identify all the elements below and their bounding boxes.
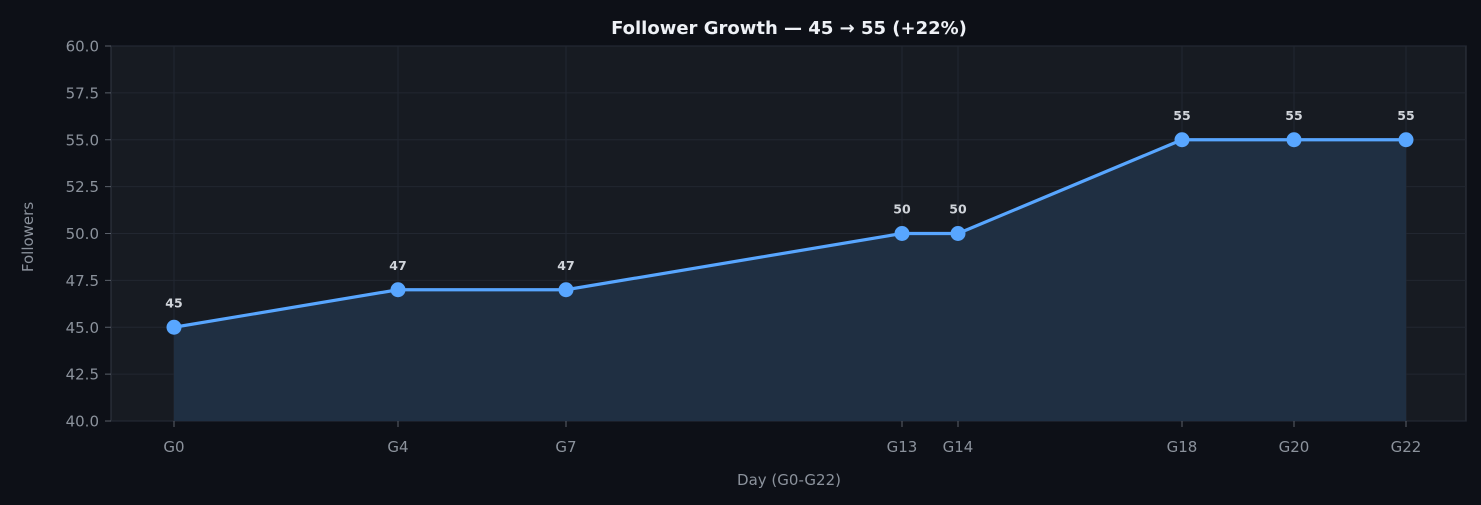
y-tick-label: 47.5: [66, 272, 99, 290]
data-label: 45: [165, 295, 182, 310]
data-labels: 45 47 47 50 50 55 55 55: [165, 108, 1414, 311]
data-label: 50: [949, 202, 967, 217]
y-tick-label: 42.5: [66, 366, 99, 384]
y-tick-label: 45.0: [66, 319, 99, 337]
y-tick-label: 60.0: [66, 38, 99, 56]
y-tick-label: 40.0: [66, 413, 99, 431]
y-tick-label: 57.5: [66, 84, 99, 102]
chart-title: Follower Growth — 45 → 55 (+22%): [611, 18, 967, 39]
data-point: [390, 282, 406, 298]
x-tick-label: G18: [1167, 438, 1198, 456]
data-label: 47: [389, 258, 406, 273]
data-point: [558, 282, 574, 298]
x-axis-label: Day (G0-G22): [737, 471, 841, 489]
y-axis-ticks: 40.0 42.5 45.0 47.5 50.0 52.5 55.0 57.5 60.0: [66, 38, 111, 431]
area-fill: [174, 139, 1406, 421]
data-label: 55: [1173, 108, 1190, 123]
data-point: [1398, 132, 1414, 148]
x-tick-label: G22: [1391, 438, 1422, 456]
data-point: [166, 319, 182, 335]
data-point: [894, 226, 910, 241]
x-tick-label: G4: [387, 438, 408, 456]
data-label: 50: [893, 202, 911, 217]
data-point: [950, 226, 966, 241]
data-label: 47: [557, 258, 574, 273]
x-tick-label: G0: [163, 438, 184, 456]
y-tick-label: 50.0: [66, 225, 99, 243]
data-label: 55: [1397, 108, 1414, 123]
data-label: 55: [1285, 108, 1302, 123]
x-tick-label: G7: [555, 438, 576, 456]
x-axis-ticks: G0 G4 G7 G13 G14 G18 G20 G22: [163, 421, 1421, 456]
x-tick-label: G20: [1279, 438, 1310, 456]
data-points: [166, 132, 1414, 335]
data-point: [1286, 132, 1302, 148]
data-line: [173, 138, 1406, 329]
x-tick-label: G13: [887, 438, 918, 456]
y-axis-label: Followers: [19, 202, 37, 272]
data-point: [1174, 132, 1190, 148]
y-tick-label: 55.0: [66, 131, 99, 149]
x-tick-label: G14: [943, 438, 974, 456]
y-tick-label: 52.5: [66, 178, 99, 196]
